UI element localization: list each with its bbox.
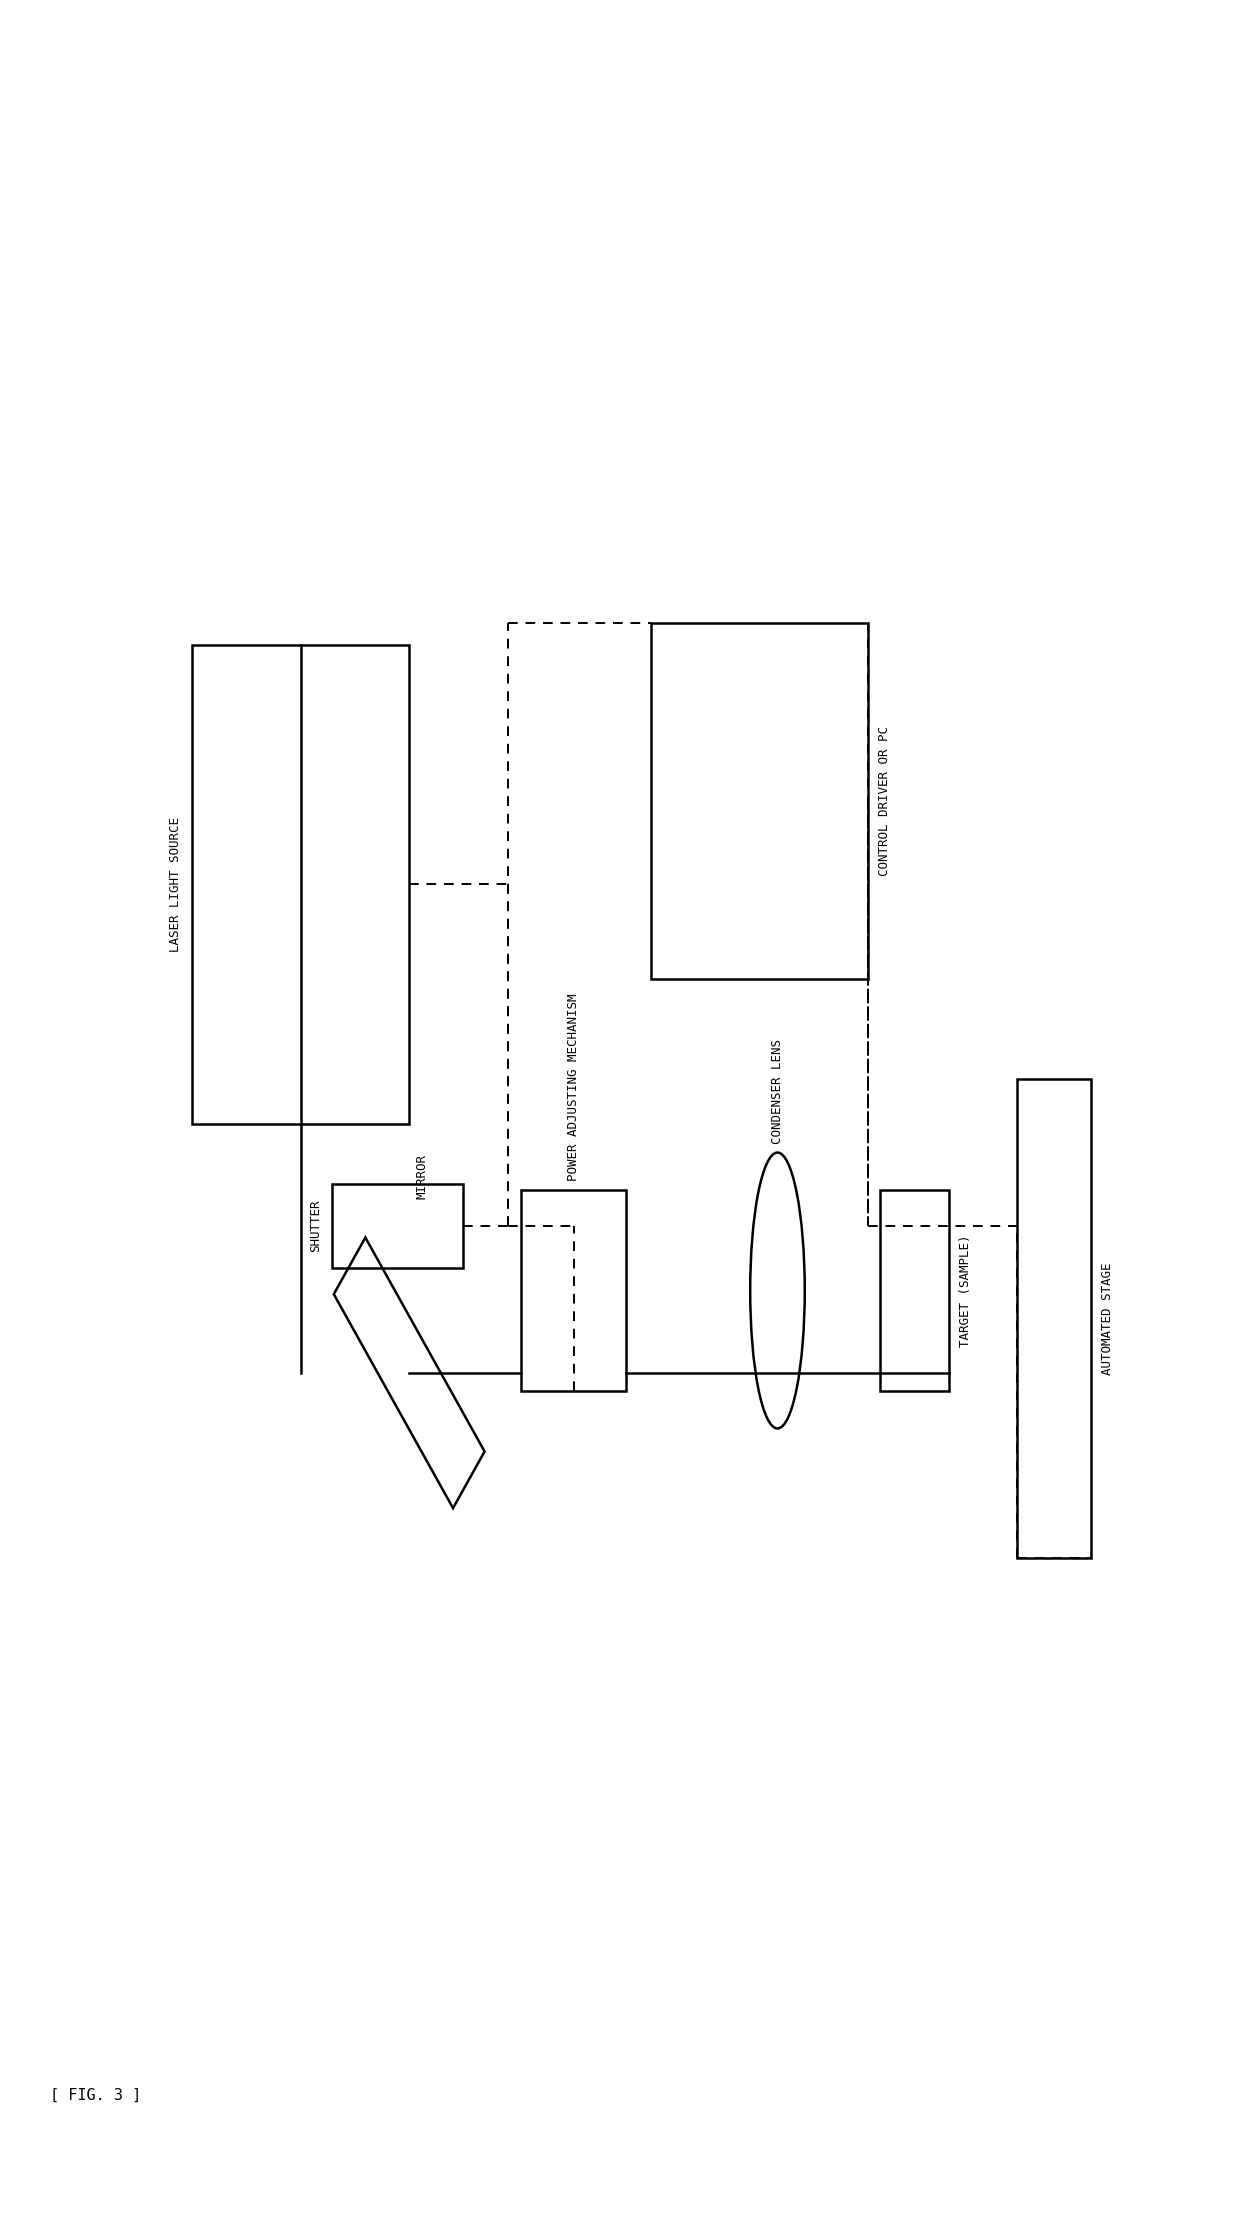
- Text: CONDENSER LENS: CONDENSER LENS: [771, 1039, 784, 1144]
- Bar: [521, 1190, 626, 1391]
- Bar: [651, 623, 868, 979]
- Bar: [192, 645, 409, 1124]
- Text: AUTOMATED STAGE: AUTOMATED STAGE: [1101, 1262, 1114, 1375]
- Bar: [332, 1184, 463, 1268]
- Text: CONTROL DRIVER OR PC: CONTROL DRIVER OR PC: [878, 725, 890, 877]
- Text: LASER LIGHT SOURCE: LASER LIGHT SOURCE: [170, 817, 182, 952]
- Text: SHUTTER: SHUTTER: [310, 1199, 322, 1253]
- Text: [ FIG. 3 ]: [ FIG. 3 ]: [50, 2087, 141, 2103]
- Bar: [1017, 1079, 1091, 1558]
- Text: TARGET (SAMPLE): TARGET (SAMPLE): [959, 1235, 971, 1346]
- Text: POWER ADJUSTING MECHANISM: POWER ADJUSTING MECHANISM: [567, 995, 580, 1181]
- Text: MIRROR: MIRROR: [415, 1155, 428, 1199]
- Bar: [880, 1190, 949, 1391]
